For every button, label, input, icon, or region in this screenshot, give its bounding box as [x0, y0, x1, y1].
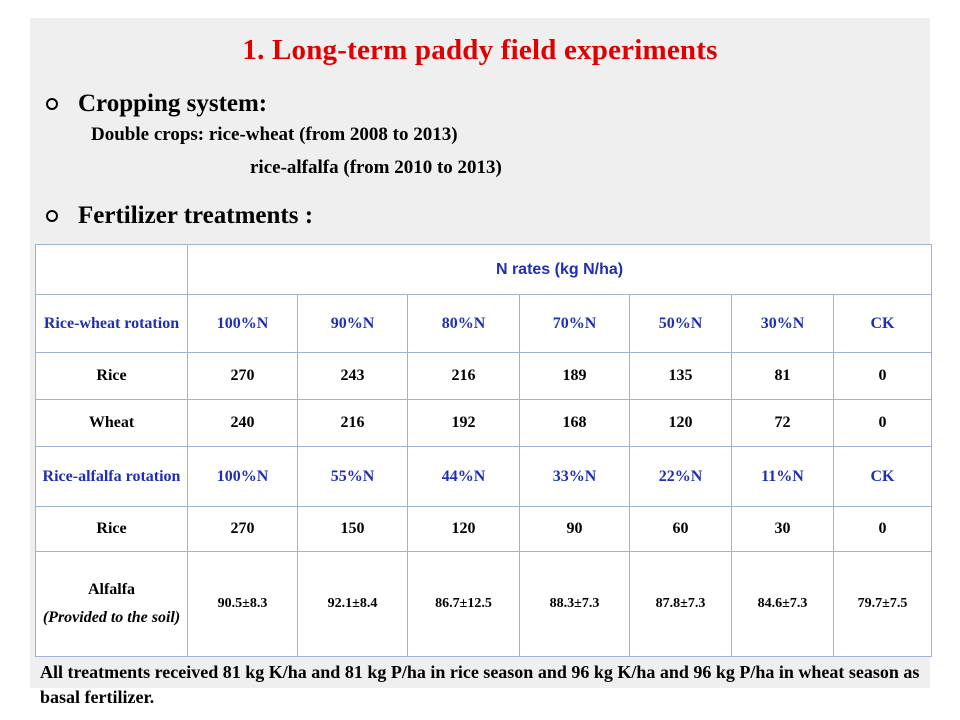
table-header-row: N rates (kg N/ha)	[35, 244, 933, 295]
level-cell: 11%N	[731, 446, 834, 507]
value-cell: 79.7±7.5	[832, 551, 933, 657]
value-cell: 72	[731, 399, 834, 447]
value-cell: 243	[297, 352, 408, 400]
level-cell: 100%N	[187, 294, 298, 353]
n-rates-table: N rates (kg N/ha) Rice-wheat rotation 10…	[35, 244, 933, 657]
value-cell: 120	[407, 506, 520, 552]
cropping-line-2: rice-alfalfa (from 2010 to 2013)	[250, 157, 502, 178]
table-row: Rice 270 243 216 189 135 81 0	[35, 352, 933, 400]
level-cell: 100%N	[187, 446, 298, 507]
level-cell: 44%N	[407, 446, 520, 507]
value-cell: 0	[832, 506, 933, 552]
level-cell: 80%N	[407, 294, 520, 353]
value-cell: 240	[187, 399, 298, 447]
value-cell: 92.1±8.4	[297, 551, 408, 657]
value-cell: 192	[407, 399, 520, 447]
table-row: Rice-alfalfa rotation 100%N 55%N 44%N 33…	[35, 446, 933, 507]
crop-label: Wheat	[35, 399, 188, 447]
level-cell: CK	[832, 294, 933, 353]
level-cell: 50%N	[629, 294, 732, 353]
rice-wheat-rotation-label: Rice-wheat rotation	[35, 294, 188, 353]
value-cell: 216	[297, 399, 408, 447]
level-cell: 33%N	[519, 446, 630, 507]
value-cell: 0	[832, 352, 933, 400]
value-cell: 90	[519, 506, 630, 552]
value-cell: 0	[832, 399, 933, 447]
value-cell: 90.5±8.3	[187, 551, 298, 657]
crop-label: Rice	[35, 352, 188, 400]
value-cell: 135	[629, 352, 732, 400]
circle-bullet-icon	[46, 210, 58, 222]
level-cell: 22%N	[629, 446, 732, 507]
fertilizer-bullet: Fertilizer treatments :	[46, 202, 313, 230]
fertilizer-heading: Fertilizer treatments :	[78, 202, 314, 229]
crop-label: Rice	[35, 506, 188, 552]
table-row: Rice 270 150 120 90 60 30 0	[35, 506, 933, 552]
value-cell: 216	[407, 352, 520, 400]
level-cell: 30%N	[731, 294, 834, 353]
level-cell: 70%N	[519, 294, 630, 353]
value-cell: 87.8±7.3	[629, 551, 732, 657]
value-cell: 86.7±12.5	[407, 551, 520, 657]
value-cell: 270	[187, 352, 298, 400]
page-title: 1. Long-term paddy field experiments	[242, 34, 718, 66]
value-cell: 168	[519, 399, 630, 447]
cropping-line-1: Double crops: rice-wheat (from 2008 to 2…	[91, 124, 458, 145]
value-cell: 60	[629, 506, 732, 552]
value-cell: 150	[297, 506, 408, 552]
alfalfa-note: (Provided to the soil)	[42, 609, 181, 626]
level-cell: 55%N	[297, 446, 408, 507]
value-cell: 81	[731, 352, 834, 400]
value-cell: 30	[731, 506, 834, 552]
table-row: Alfalfa (Provided to the soil) 90.5±8.3 …	[35, 551, 933, 657]
table-row: Rice-wheat rotation 100%N 90%N 80%N 70%N…	[35, 294, 933, 353]
level-cell: 90%N	[297, 294, 408, 353]
level-cell: CK	[832, 446, 933, 507]
empty-header-cell	[35, 244, 188, 295]
crop-label: Alfalfa	[87, 581, 136, 598]
table-row: Wheat 240 216 192 168 120 72 0	[35, 399, 933, 447]
value-cell: 270	[187, 506, 298, 552]
value-cell: 189	[519, 352, 630, 400]
circle-bullet-icon	[46, 98, 58, 110]
alfalfa-label-cell: Alfalfa (Provided to the soil)	[35, 551, 188, 657]
value-cell: 84.6±7.3	[731, 551, 834, 657]
n-rates-header: N rates (kg N/ha)	[186, 244, 933, 295]
cropping-system-heading: Cropping system:	[78, 90, 268, 117]
rice-alfalfa-rotation-label: Rice-alfalfa rotation	[35, 446, 188, 507]
value-cell: 88.3±7.3	[519, 551, 630, 657]
value-cell: 120	[629, 399, 732, 447]
cropping-system-bullet: Cropping system:	[46, 90, 267, 118]
footnote: All treatments received 81 kg K/ha and 8…	[40, 662, 920, 707]
